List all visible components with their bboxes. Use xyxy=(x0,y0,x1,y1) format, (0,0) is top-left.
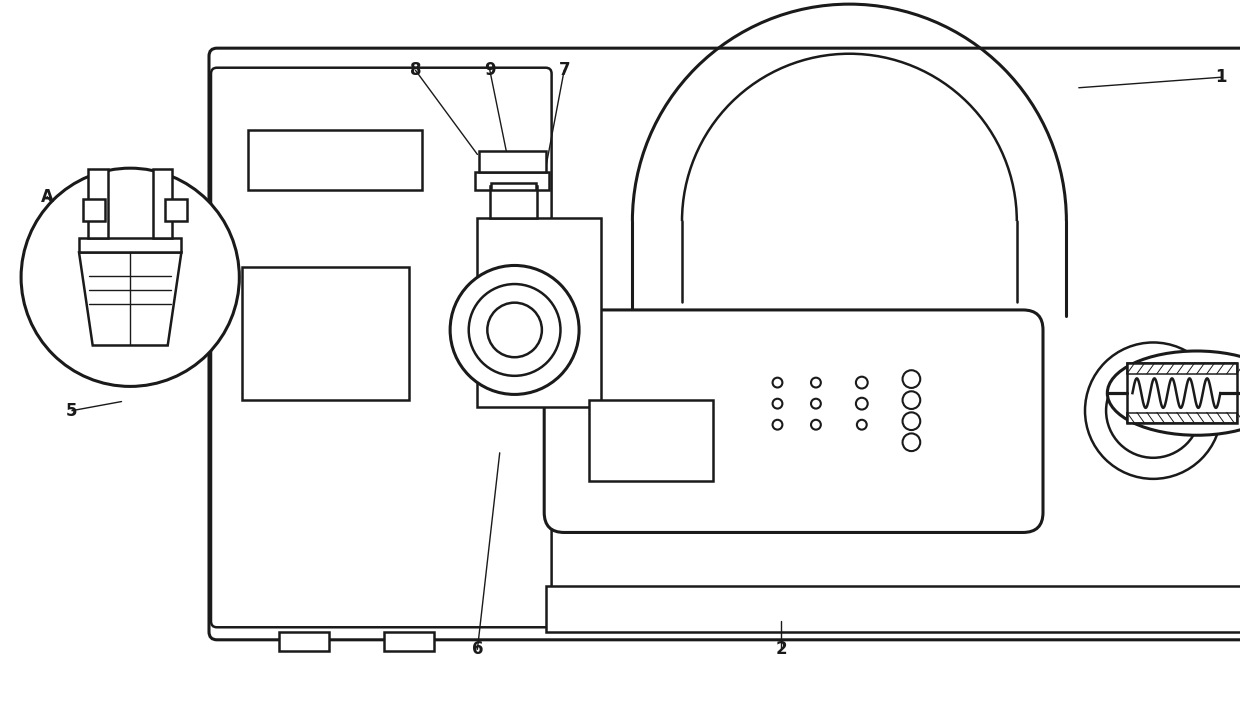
Bar xyxy=(83,199,105,222)
Bar xyxy=(546,586,1240,632)
Circle shape xyxy=(1106,364,1200,458)
Circle shape xyxy=(811,420,821,430)
Circle shape xyxy=(469,284,560,376)
Circle shape xyxy=(811,378,821,388)
Text: 1: 1 xyxy=(1215,68,1228,86)
Circle shape xyxy=(856,398,868,409)
Bar xyxy=(279,632,329,651)
Circle shape xyxy=(811,399,821,409)
Circle shape xyxy=(1085,343,1221,479)
Text: 6: 6 xyxy=(471,640,484,658)
Bar xyxy=(1127,363,1236,373)
Text: A: A xyxy=(41,187,53,206)
Circle shape xyxy=(857,420,867,430)
Bar xyxy=(589,400,713,481)
FancyBboxPatch shape xyxy=(544,310,1043,532)
Bar xyxy=(88,169,108,237)
Text: 7: 7 xyxy=(558,61,570,79)
Text: 5: 5 xyxy=(66,402,78,420)
Bar xyxy=(384,632,434,651)
Ellipse shape xyxy=(1107,351,1240,435)
Circle shape xyxy=(773,420,782,430)
Circle shape xyxy=(903,412,920,430)
Circle shape xyxy=(903,433,920,451)
FancyBboxPatch shape xyxy=(211,67,552,628)
Bar xyxy=(1127,413,1236,423)
Bar xyxy=(153,169,172,237)
Text: 8: 8 xyxy=(409,61,422,79)
Bar xyxy=(477,218,601,407)
Bar xyxy=(242,267,409,400)
Circle shape xyxy=(21,168,239,386)
FancyBboxPatch shape xyxy=(210,48,1240,640)
Bar xyxy=(165,199,187,222)
Bar xyxy=(479,151,546,172)
Circle shape xyxy=(903,391,920,409)
Bar xyxy=(248,130,422,190)
Circle shape xyxy=(773,378,782,388)
Text: 2: 2 xyxy=(775,640,787,658)
Text: 9: 9 xyxy=(484,61,496,79)
Circle shape xyxy=(856,377,868,388)
Bar xyxy=(79,237,181,253)
Circle shape xyxy=(450,265,579,395)
Bar xyxy=(1127,363,1236,423)
Polygon shape xyxy=(79,253,181,345)
Circle shape xyxy=(773,399,782,409)
Bar xyxy=(475,172,549,190)
Circle shape xyxy=(903,370,920,388)
Bar xyxy=(490,186,537,218)
Bar xyxy=(491,183,536,190)
Circle shape xyxy=(487,303,542,357)
